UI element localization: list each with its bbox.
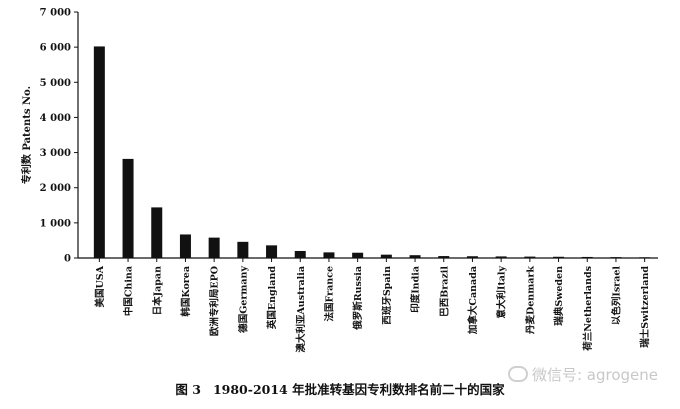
- bar: [294, 250, 306, 258]
- bar: [122, 158, 134, 258]
- x-tick-label: 德国Germany: [237, 266, 249, 333]
- x-tick-label: 法国France: [323, 266, 335, 321]
- x-tick-label: 澳大利亚Australia: [295, 266, 307, 353]
- x-tick-label: 西班牙Spain: [381, 266, 393, 325]
- x-tick-label: 欧洲专利局EPO: [209, 266, 221, 336]
- bar: [237, 241, 249, 258]
- bar: [380, 254, 392, 258]
- x-tick-label: 中国China: [123, 266, 135, 316]
- x-tick-label: 英国England: [266, 266, 278, 329]
- bar: [438, 256, 450, 258]
- bar: [352, 252, 364, 258]
- bar: [553, 256, 565, 258]
- bar: [639, 257, 651, 259]
- patent-bar-chart: 0 1 000 2 000 3 000 4 000 5 000 6 000 7 000 美国U…: [20, 8, 658, 353]
- bar: [93, 46, 105, 258]
- figure-caption: 图 3 1980-2014 年批准转基因专利数排名前二十的国家: [0, 379, 680, 398]
- bar: [179, 234, 191, 258]
- bar: [581, 256, 593, 258]
- axes: [77, 12, 658, 259]
- y-tick-label: 3 000: [40, 148, 71, 159]
- x-tick-label: 瑞典Sweden: [553, 266, 565, 326]
- bar: [151, 207, 163, 258]
- bar: [266, 245, 278, 258]
- caption-text: 1980-2014 年批准转基因专利数排名前二十的国家: [212, 382, 505, 397]
- figure-label: 图 3: [175, 382, 201, 397]
- bar: [208, 237, 220, 258]
- bar: [409, 255, 421, 258]
- x-tick-label: 瑞士Switzerland: [639, 266, 651, 348]
- y-tick-label: 0: [64, 254, 71, 265]
- y-tick-label: 5 000: [40, 78, 71, 89]
- wechat-icon: [507, 366, 528, 382]
- x-tick-label: 巴西Brazil: [439, 266, 450, 317]
- y-ticks: 0 1 000 2 000 3 000 4 000 5 000 6 000 7 000: [40, 8, 78, 265]
- y-tick-label: 1 000: [40, 218, 71, 229]
- y-tick-label: 7 000: [40, 8, 71, 19]
- y-axis-label: 专利数 Patents No.: [20, 86, 33, 184]
- x-tick-label: 韩国Korea: [180, 266, 192, 317]
- x-tick-labels: 美国USA 中国China 日本Japan 韩国Korea 欧洲专利局EPO 德国Germ…: [94, 258, 651, 353]
- watermark-text: 微信号: agrogene: [531, 366, 658, 384]
- x-tick-label: 丹麦Denmark: [524, 266, 536, 334]
- x-tick-label: 荷兰Netherlands: [582, 266, 594, 352]
- bars: [93, 46, 651, 259]
- y-tick-label: 6 000: [40, 43, 71, 54]
- bar: [495, 256, 507, 258]
- x-tick-label: 俄罗斯Russia: [352, 266, 364, 331]
- bar: [323, 252, 335, 258]
- x-tick-label: 美国USA: [94, 265, 106, 308]
- bar: [610, 257, 622, 258]
- y-tick-label: 2 000: [40, 183, 71, 194]
- bar: [524, 256, 536, 258]
- x-tick-label: 意大利Italy: [496, 266, 508, 319]
- x-tick-label: 以色列Israel: [610, 266, 622, 325]
- bar: [466, 256, 478, 258]
- x-tick-label: 加拿大Canada: [467, 266, 479, 335]
- x-tick-label: 印度India: [410, 266, 422, 313]
- watermark: 微信号: agrogene: [507, 364, 658, 385]
- x-tick-label: 日本Japan: [151, 266, 163, 315]
- y-tick-label: 4 000: [40, 113, 71, 124]
